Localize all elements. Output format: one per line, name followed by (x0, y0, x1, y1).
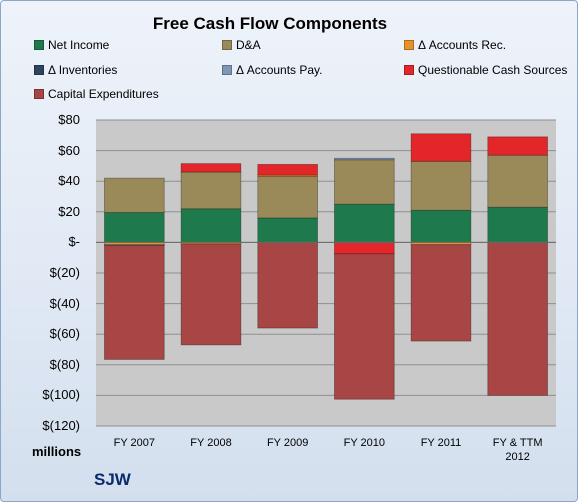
legend-item: D&A (222, 38, 261, 52)
bar-segment (180, 171, 242, 210)
legend-swatch (34, 40, 44, 50)
legend-label: Δ Accounts Pay. (236, 63, 323, 77)
y-tick-label: $(60) (49, 326, 80, 342)
x-tick-label: FY 2008 (190, 437, 232, 449)
bar-segment (104, 245, 165, 360)
legend-item: Δ Inventories (34, 63, 117, 77)
legend-item: Questionable Cash Sources (404, 63, 567, 77)
legend-item: Capital Expenditures (34, 87, 159, 101)
legend-item: Net Income (34, 38, 109, 52)
bar-segment (410, 160, 472, 211)
bar-segment (410, 244, 472, 342)
bar-segment (104, 177, 165, 213)
bar-segment (180, 243, 242, 346)
x-tick-label: FY 2009 (266, 437, 309, 449)
legend-swatch (222, 40, 232, 50)
y-tick-label: $40 (58, 173, 80, 189)
bar-segment (487, 136, 548, 156)
bar-segment (334, 203, 395, 243)
y-tick-label: $- (68, 234, 80, 250)
legend-swatch (34, 65, 44, 75)
bar-segment (257, 176, 318, 219)
legend-label: Δ Inventories (48, 63, 118, 77)
legend-item: Δ Accounts Pay. (222, 63, 323, 77)
y-tick-label: $(20) (49, 265, 80, 280)
y-tick-label: $(120) (42, 418, 80, 433)
legend-swatch (404, 65, 414, 75)
y-tick-label: $20 (58, 203, 80, 219)
bar-segment (487, 154, 548, 208)
legend-label: Δ Accounts Rec. (418, 38, 507, 52)
legend-label: D&A (236, 38, 261, 52)
legend-swatch (34, 89, 44, 99)
x-tick-label: FY & TTM 2012 (492, 437, 543, 463)
bar-segment (334, 159, 395, 205)
bar-segment (257, 217, 318, 243)
y-tick-label: $(80) (49, 356, 80, 372)
legend-label: Net Income (48, 38, 110, 52)
legend-swatch (222, 65, 232, 75)
bar-segment (410, 209, 472, 243)
y-tick-label: $(40) (49, 295, 80, 311)
bar-segment (180, 163, 242, 173)
x-tick-label: FY 2010 (343, 437, 386, 449)
units-label: millions (32, 444, 82, 459)
chart-title: Free Cash Flow Components (152, 14, 388, 33)
bar-segment (257, 163, 318, 176)
legend-swatch (404, 40, 414, 50)
y-tick-label: $80 (58, 112, 80, 127)
bar-segment (487, 241, 548, 396)
bar-segment (180, 208, 242, 243)
x-tick-label: FY 2011 (420, 437, 462, 449)
legend-label: Questionable Cash Sources (418, 63, 568, 77)
x-tick-label: FY 2007 (113, 437, 156, 449)
bar-segment (487, 206, 548, 243)
legend-label: Capital Expenditures (48, 87, 159, 101)
bar-segment (257, 241, 318, 329)
y-tick-label: $60 (58, 142, 80, 158)
bar-segment (104, 212, 165, 243)
company-label: SJW (94, 470, 131, 489)
y-tick-label: $(100) (42, 387, 80, 403)
bar-segment (334, 241, 395, 255)
bar-segment (334, 253, 395, 400)
bar-segment (334, 157, 395, 161)
bar-segment (410, 133, 472, 162)
legend-item: Δ Accounts Rec. (404, 38, 506, 52)
